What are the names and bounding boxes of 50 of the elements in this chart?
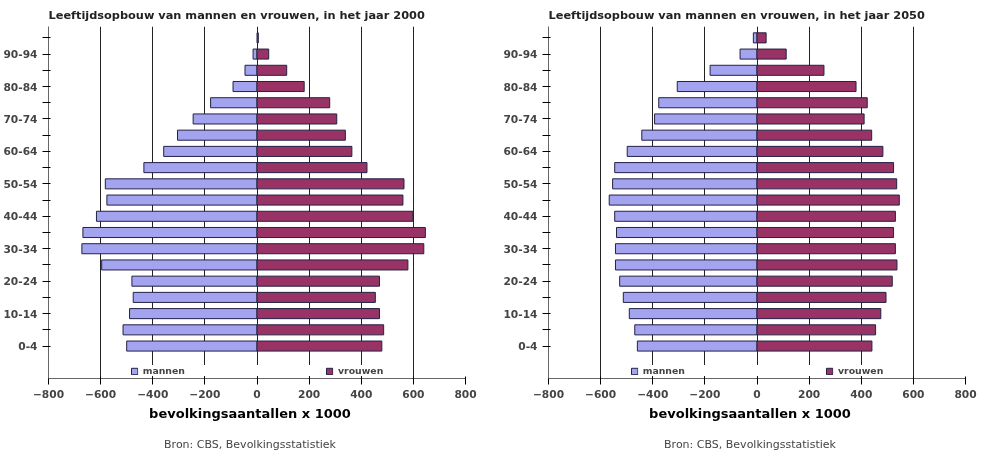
- bar: [756, 32, 767, 44]
- y-tick-label: 10-14: [503, 307, 538, 321]
- x-tick-label: 400: [850, 387, 873, 401]
- text: Bron: CBS, Bevolkingsstatistiek: [664, 437, 836, 453]
- y-tick-label: 90-94: [3, 48, 38, 62]
- x-tick-label: −800: [32, 387, 65, 401]
- x-tick-label: 200: [798, 387, 821, 401]
- y-tick-label: 40-44: [3, 210, 38, 224]
- y-tick-label: 30-34: [503, 242, 538, 256]
- legend-label: mannen: [142, 365, 185, 376]
- legend-label: vrouwen: [837, 365, 884, 376]
- x-tick-label: 400: [350, 387, 373, 401]
- y-tick-label: 0-4: [18, 340, 38, 354]
- x-tick-label: −200: [189, 387, 221, 401]
- x-tick-label: 800: [454, 387, 477, 401]
- legend-label: vrouwen: [337, 365, 384, 376]
- y-tick-label: 40-44: [503, 210, 538, 224]
- x-tick-label: 0: [253, 387, 261, 401]
- y-tick-label: 10-14: [3, 307, 38, 321]
- bar: [256, 48, 270, 60]
- y-tick-label: 80-84: [3, 80, 38, 94]
- y-tick-label: 60-64: [3, 145, 38, 159]
- x-tick-label: 600: [902, 387, 925, 401]
- chart-title: Leeftijdsopbouw van mannen en vrouwen, in het jaar 2000: [48, 7, 425, 22]
- x-tick-label: 800: [954, 387, 977, 401]
- x-tick-label: −600: [585, 387, 617, 401]
- x-tick-label: 600: [402, 387, 425, 401]
- y-tick-label: 50-54: [3, 177, 38, 191]
- x-tick-label: −200: [689, 387, 721, 401]
- y-tick-label: 50-54: [503, 177, 538, 191]
- text: Bron: CBS, Bevolkingsstatistiek: [164, 437, 336, 453]
- x-tick-label: 0: [753, 387, 761, 401]
- x-tick-label: −400: [637, 387, 669, 401]
- y-tick-label: 20-24: [3, 275, 38, 289]
- y-tick-label: 20-24: [503, 275, 538, 289]
- y-tick-label: 30-34: [3, 242, 38, 256]
- x-axis-title: bevolkingsaantallen x 1000: [649, 405, 851, 423]
- y-tick-label: 70-74: [503, 112, 538, 126]
- x-tick-label: 200: [298, 387, 321, 401]
- x-tick-label: −600: [85, 387, 117, 401]
- legend-label: mannen: [642, 365, 685, 376]
- x-tick-label: −800: [532, 387, 565, 401]
- y-tick-label: 60-64: [503, 145, 538, 159]
- x-axis-title: bevolkingsaantallen x 1000: [149, 405, 351, 423]
- y-tick-label: 0-4: [518, 340, 538, 354]
- y-tick-label: 70-74: [3, 112, 38, 126]
- y-tick-label: 90-94: [503, 48, 538, 62]
- chart-title: Leeftijdsopbouw van mannen en vrouwen, in het jaar 2050: [548, 7, 925, 22]
- y-tick-label: 80-84: [503, 80, 538, 94]
- x-tick-label: −400: [137, 387, 169, 401]
